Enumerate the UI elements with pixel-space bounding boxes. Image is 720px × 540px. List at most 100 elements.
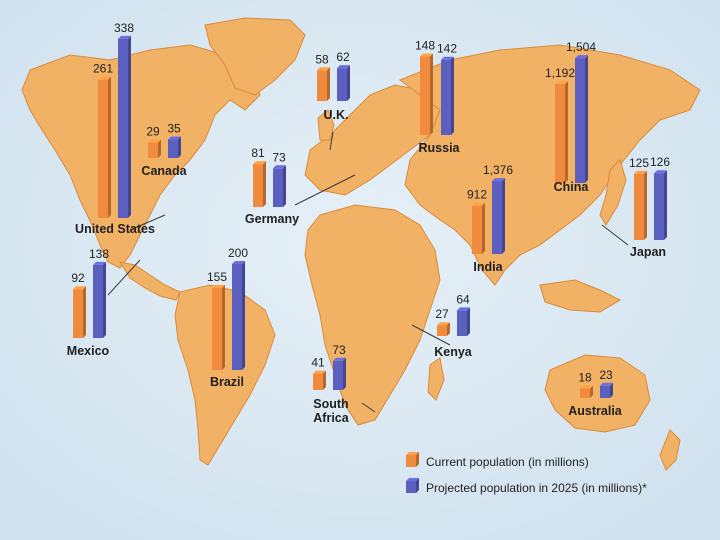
- bar-current-germany-top: [253, 161, 266, 165]
- country-label-line: United States: [75, 222, 155, 236]
- bar-projected-canada: [168, 136, 181, 158]
- value-projected-australia: 23: [599, 368, 613, 382]
- bar-current-south-africa-side: [323, 370, 326, 390]
- bar-current-china-top: [555, 81, 568, 85]
- country-kenya: 27 64: [435, 292, 470, 336]
- value-projected-south-africa: 73: [332, 343, 346, 357]
- bar-projected-united-states-top: [118, 35, 131, 39]
- bar-projected-uk: [337, 65, 350, 101]
- country-label-kenya: Kenya: [434, 345, 473, 359]
- bar-current-south-africa-top: [313, 370, 326, 374]
- bar-projected-uk-front: [337, 68, 347, 101]
- bar-current-canada-side: [158, 139, 161, 158]
- bar-current-kenya-top: [437, 322, 450, 326]
- value-current-china: 1,192: [545, 66, 575, 80]
- bar-current-japan-front: [634, 173, 644, 240]
- legend-label-projected: Projected population in 2025 (in million…: [426, 481, 647, 495]
- legend-swatch-current: [406, 455, 416, 467]
- country-canada: 29 35: [146, 121, 181, 158]
- value-projected-china: 1,504: [566, 40, 596, 54]
- bar-current-kenya-front: [437, 325, 447, 336]
- bar-current-canada-top: [148, 139, 161, 143]
- bar-current-australia: [580, 385, 593, 398]
- bar-projected-japan-front: [654, 173, 664, 240]
- country-label-line: Africa: [313, 411, 349, 425]
- bar-current-mexico: [73, 286, 86, 338]
- country-russia: 148 142: [415, 39, 457, 136]
- bar-projected-south-africa: [333, 357, 346, 390]
- bar-current-russia-front: [420, 56, 430, 136]
- country-germany: 81 73: [251, 146, 286, 207]
- value-current-canada: 29: [146, 125, 160, 139]
- bar-projected-canada-top: [168, 136, 181, 140]
- country-label-line: Germany: [245, 212, 299, 226]
- bar-projected-mexico-front: [93, 264, 103, 338]
- country-australia: 18 23: [578, 368, 613, 398]
- value-current-japan: 125: [629, 156, 649, 170]
- country-label-line: Australia: [568, 404, 623, 418]
- bar-projected-australia-top: [600, 382, 613, 386]
- bar-current-india-front: [472, 205, 482, 254]
- landmass-north-america: [21, 44, 261, 269]
- value-current-uk: 58: [315, 52, 329, 66]
- value-projected-germany: 73: [272, 150, 286, 164]
- bar-projected-japan-top: [654, 170, 667, 174]
- value-projected-united-states: 338: [114, 21, 134, 35]
- value-projected-mexico: 138: [89, 247, 109, 261]
- bar-current-uk-top: [317, 67, 330, 71]
- leader-line-germany: [294, 174, 356, 206]
- bar-projected-australia: [600, 382, 613, 398]
- landmass-new-zealand: [659, 429, 681, 471]
- bar-projected-mexico: [93, 261, 106, 338]
- country-label-line: South: [313, 397, 348, 411]
- bar-current-kenya: [437, 322, 450, 336]
- value-current-australia: 18: [578, 370, 592, 384]
- value-projected-japan: 126: [650, 155, 670, 169]
- bar-projected-russia: [441, 56, 454, 135]
- bar-projected-brazil-top: [232, 261, 245, 264]
- country-label-mexico: Mexico: [67, 344, 110, 358]
- landmass-greenland: [204, 17, 306, 96]
- landmass-australia: [544, 354, 651, 433]
- leader-line-us: [129, 214, 166, 231]
- country-united-states: 261 338: [93, 21, 134, 218]
- value-projected-kenya: 64: [456, 292, 470, 306]
- country-south-africa: 41 73: [311, 343, 346, 390]
- country-label-line: Brazil: [210, 375, 244, 389]
- bar-projected-china: [575, 55, 588, 183]
- bar-current-india-top: [472, 202, 485, 206]
- bar-current-mexico-front: [73, 289, 83, 338]
- bar-current-south-africa-front: [313, 373, 323, 390]
- bar-projected-japan-side: [664, 170, 667, 240]
- bar-current-australia-side: [590, 385, 593, 398]
- country-label-japan: Japan: [630, 245, 666, 259]
- bar-projected-brazil-front: [232, 264, 242, 370]
- bar-current-brazil: [212, 284, 225, 370]
- bar-current-china-front: [555, 84, 565, 183]
- bar-current-japan-top: [634, 170, 647, 174]
- bar-current-india-side: [482, 202, 485, 254]
- landmass-southeast-asia: [539, 279, 622, 313]
- bar-current-japan-side: [644, 170, 647, 240]
- bar-projected-russia-front: [441, 59, 451, 135]
- country-label-germany: Germany: [245, 212, 299, 226]
- bar-projected-kenya-top: [457, 307, 470, 311]
- country-label-australia: Australia: [568, 404, 623, 418]
- bar-projected-germany-front: [273, 168, 283, 207]
- bar-current-canada: [148, 139, 161, 158]
- bar-projected-uk-side: [347, 65, 350, 101]
- bar-projected-south-africa-front: [333, 360, 343, 390]
- bar-projected-china-front: [575, 58, 585, 183]
- bar-current-china-side: [565, 81, 568, 183]
- landmass-uk: [317, 109, 335, 141]
- bar-current-russia: [420, 53, 433, 136]
- bar-current-brazil-top: [212, 284, 225, 288]
- country-label-india: India: [473, 260, 503, 274]
- country-label-line: Canada: [141, 164, 187, 178]
- country-label-uk: U.K.: [324, 108, 349, 122]
- bar-projected-india-top: [492, 178, 505, 182]
- bar-projected-kenya: [457, 307, 470, 336]
- country-label-line: Russia: [419, 141, 461, 155]
- bar-current-united-states-top: [98, 76, 111, 80]
